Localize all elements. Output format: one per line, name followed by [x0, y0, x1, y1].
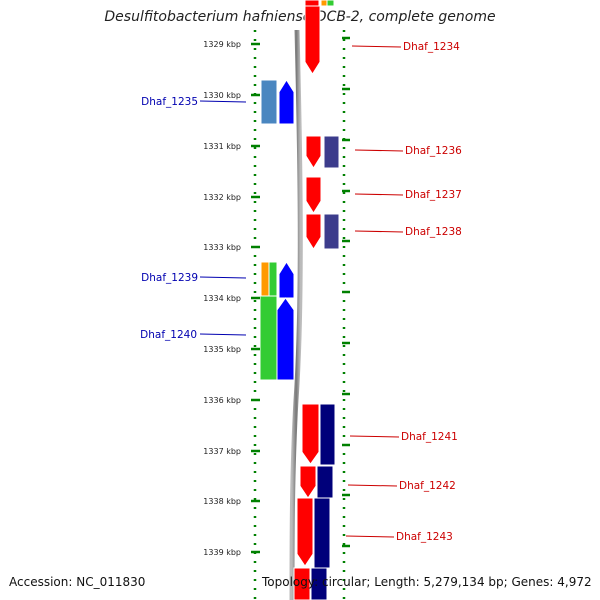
gene-block [260, 79, 278, 125]
gene-label: Dhaf_1237 [405, 189, 462, 201]
gene-block [260, 261, 270, 297]
tick-label: 1336 kbp [203, 396, 241, 405]
tick-label: 1338 kbp [203, 497, 241, 506]
tick-label: 1331 kbp [203, 142, 241, 151]
tick-label: 1334 kbp [203, 294, 241, 303]
gene-label: Dhaf_1234 [403, 41, 460, 53]
gene-segment [320, 0, 328, 7]
gene-arrow [278, 261, 295, 299]
gene-leader-line [345, 535, 395, 538]
accession-text: Accession: NC_011830 [9, 575, 146, 589]
gene-label: Dhaf_1236 [405, 145, 462, 157]
gene-label: Dhaf_1241 [401, 431, 458, 443]
gene-segment [326, 0, 335, 7]
gene-leader-line [354, 193, 404, 196]
gene-segment [304, 0, 320, 7]
tick-label: 1337 kbp [203, 447, 241, 456]
gene-segment [293, 567, 311, 600]
gene-segment [310, 567, 328, 600]
genome-title: Desulfitobacterium hafniense DCB-2, comp… [104, 9, 496, 25]
gene-arrow [278, 79, 295, 125]
tick-label: 1332 kbp [203, 193, 241, 202]
tick-label: 1330 kbp [203, 91, 241, 100]
gene-block [316, 465, 334, 499]
gene-label: Dhaf_1240 [140, 329, 197, 341]
gene-label: Dhaf_1242 [399, 480, 456, 492]
gene-block [323, 213, 340, 250]
gene-block [268, 261, 278, 297]
gene-label: Dhaf_1239 [141, 272, 198, 284]
gene-leader-line [199, 100, 247, 103]
gene-block [313, 497, 331, 569]
gene-arrow [305, 135, 322, 169]
tick-label: 1333 kbp [203, 243, 241, 252]
gene-leader-line [347, 484, 398, 487]
gene-arrow [276, 297, 295, 381]
gene-leader-line [199, 333, 247, 336]
gene-arrow [301, 403, 320, 465]
gene-block [319, 403, 336, 466]
topology-text: Topology: circular; Length: 5,279,134 bp… [262, 575, 592, 589]
gene-block [259, 295, 278, 381]
gene-label: Dhaf_1243 [396, 531, 453, 543]
gene-arrow [304, 5, 321, 75]
tick-label: 1329 kbp [203, 40, 241, 49]
tick-label: 1335 kbp [203, 345, 241, 354]
gene-leader-line [354, 230, 404, 233]
gene-block [323, 135, 340, 169]
gene-label: Dhaf_1238 [405, 226, 462, 238]
gene-arrow [305, 213, 322, 250]
backbone-strand [289, 29, 303, 600]
gene-leader-line [199, 276, 247, 279]
gene-leader-line [354, 149, 404, 152]
gene-arrow [305, 176, 322, 214]
tick-label: 1339 kbp [203, 548, 241, 557]
gene-arrow [299, 465, 317, 499]
gene-leader-line [349, 435, 400, 438]
gene-leader-line [351, 45, 402, 48]
gene-label: Dhaf_1235 [141, 96, 198, 108]
gene-arrow [296, 497, 314, 567]
